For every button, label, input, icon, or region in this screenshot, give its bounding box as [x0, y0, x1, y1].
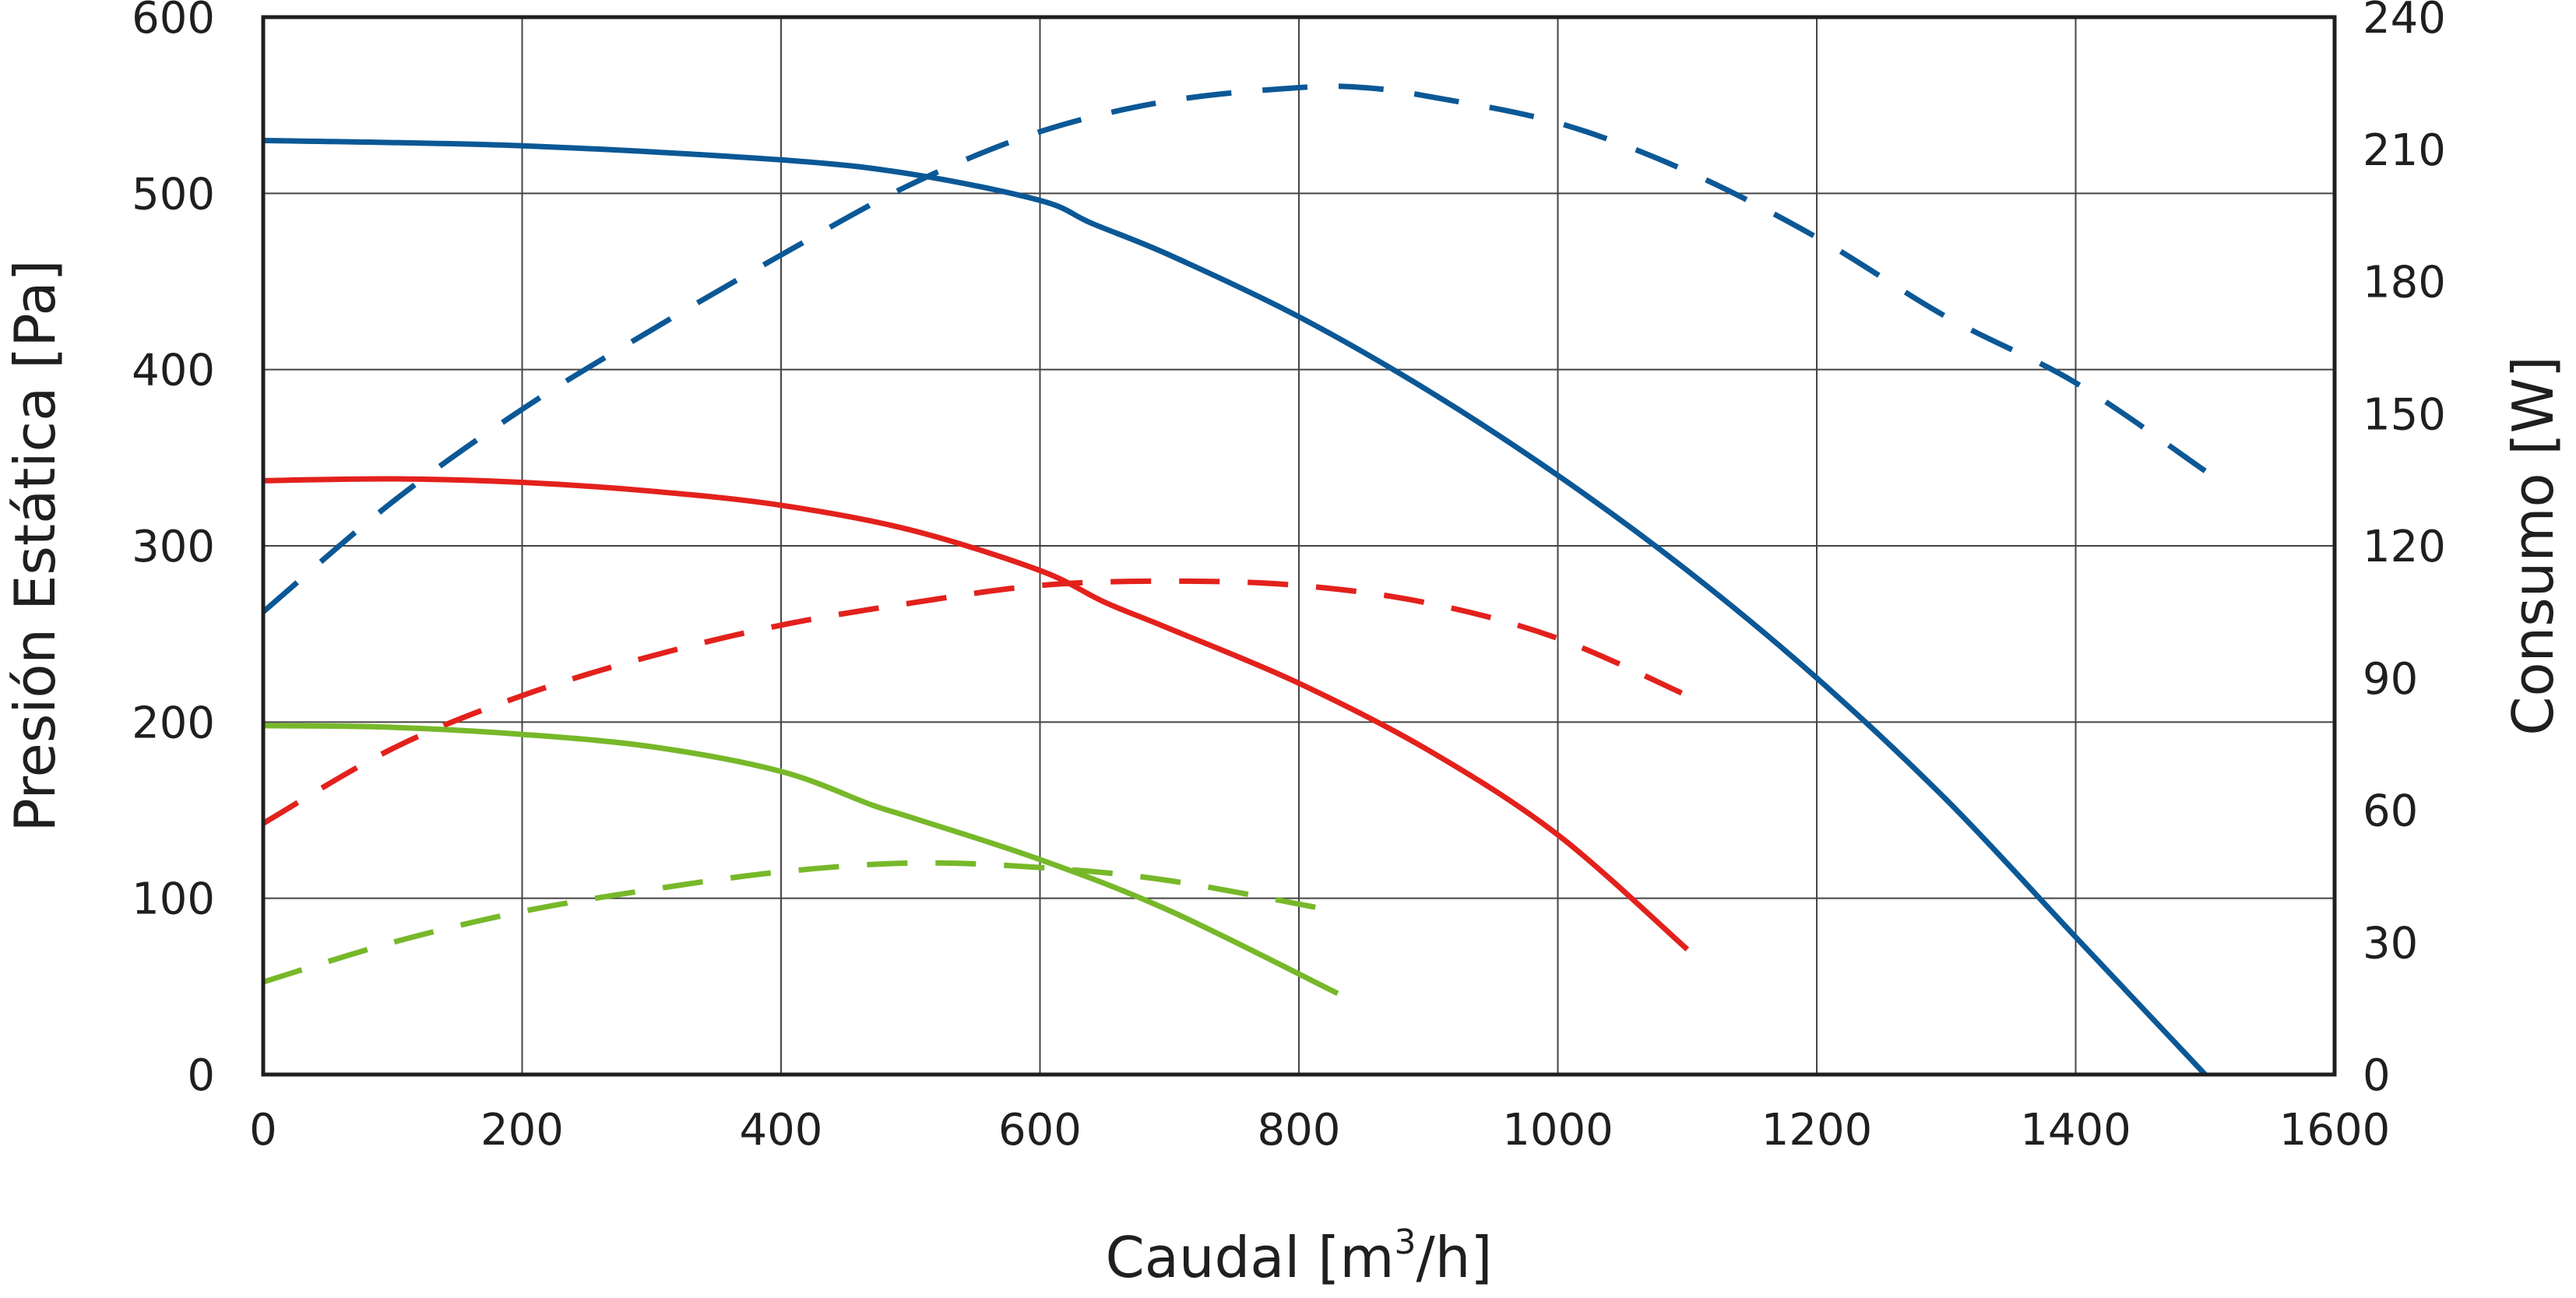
x-tick-label: 1400: [2020, 1105, 2131, 1156]
series-consumption-red: [263, 581, 1687, 823]
y-tick-label: 600: [132, 0, 215, 44]
y-tick-label: 400: [132, 346, 215, 396]
y2-tick-label: 210: [2363, 125, 2446, 176]
y2-tick-label: 150: [2363, 389, 2446, 440]
fan-performance-chart: 0 200 400 600 800 1000 1200 1400 1600 0100200300…: [0, 0, 2576, 1298]
y2-tick-label: 180: [2363, 258, 2446, 308]
y-tick-label: 300: [132, 522, 215, 572]
x-tick-label: 1600: [2279, 1105, 2391, 1156]
x-tick-label: 200: [480, 1105, 564, 1156]
y2-tick-label: 0: [2363, 1050, 2391, 1101]
chart-series: [263, 86, 2205, 1075]
y-axis-ticks: 0 100 200 300 400 500 600: [132, 0, 215, 1101]
y2-tick-label: 120: [2363, 522, 2446, 572]
series-consumption-green: [263, 863, 1338, 982]
x-axis-ticks: 0 200 400 600 800 1000 1200 1400 1600: [249, 1105, 2390, 1156]
series-pressure-green: [263, 726, 1338, 994]
series-pressure-blue: [263, 140, 2205, 1075]
y2-tick-label: 60: [2363, 786, 2418, 837]
y2-tick-label: 240: [2363, 0, 2446, 44]
chart-grid: [263, 17, 2335, 1075]
x-tick-label: 800: [1258, 1105, 1341, 1156]
series-consumption-blue: [263, 86, 2205, 612]
y-tick-label: 100: [132, 874, 215, 925]
y-tick-label: 200: [132, 698, 215, 748]
x-tick-label: 1000: [1502, 1105, 1614, 1156]
y2-tick-label: 30: [2363, 918, 2418, 969]
y2-axis-title: Consumo [W]: [2500, 356, 2566, 736]
x-tick-label: 600: [998, 1105, 1082, 1156]
x-tick-label: 1200: [1761, 1105, 1873, 1156]
x-tick-label: 0: [249, 1105, 277, 1156]
y2-tick-label: 90: [2363, 654, 2418, 705]
x-axis-title: Caudal [m3/h]: [1106, 1222, 1493, 1290]
y-tick-label: 500: [132, 169, 215, 220]
y-tick-label: 0: [187, 1050, 215, 1101]
y-axis-title: Presión Estática [Pa]: [2, 259, 68, 832]
x-tick-label: 400: [740, 1105, 823, 1156]
y2-axis-ticks: 0 30 60 90 120 150 180 210 240: [2363, 0, 2446, 1101]
